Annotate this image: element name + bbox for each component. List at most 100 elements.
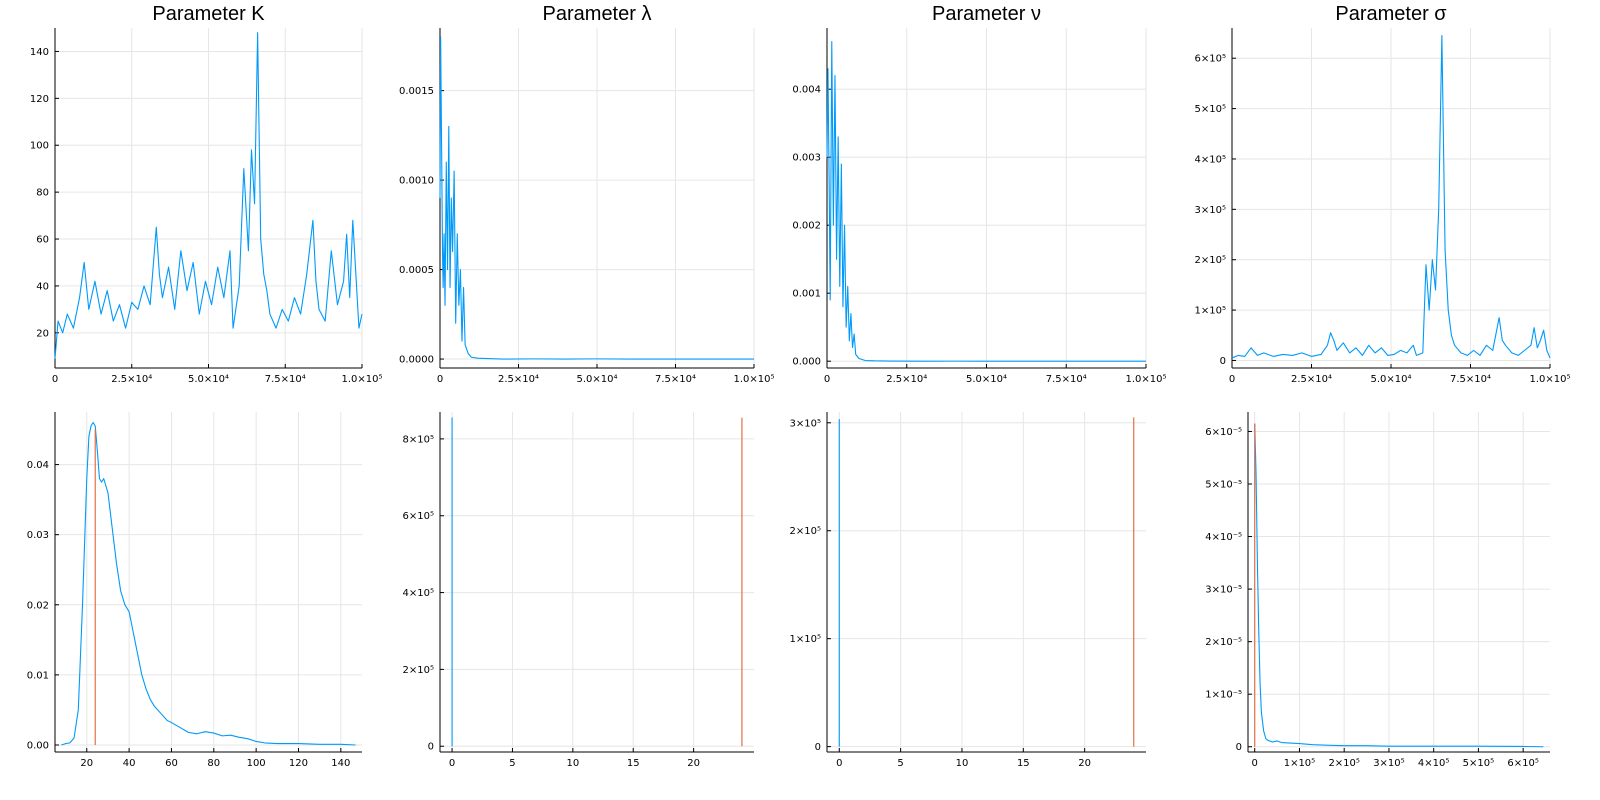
y-tick-label: 6×10⁵ — [403, 511, 434, 522]
y-tick-label: 0 — [1220, 356, 1226, 367]
x-tick-label: 5.0×10⁴ — [1370, 374, 1411, 385]
y-tick-label: 0.04 — [27, 460, 49, 471]
series-line — [54, 32, 363, 359]
y-tick-label: 0.0015 — [399, 86, 434, 97]
y-tick-label: 100 — [30, 141, 49, 152]
y-tick-label: 0.004 — [792, 85, 821, 96]
y-tick-label: 3×10⁻⁵ — [1205, 585, 1242, 596]
y-tick-label: 0 — [1236, 742, 1242, 753]
x-tick-label: 4×10⁵ — [1418, 758, 1449, 769]
x-tick-label: 1.0×10⁵ — [341, 374, 382, 385]
y-tick-label: 0.0000 — [399, 355, 434, 366]
x-tick-label: 2.5×10⁴ — [498, 374, 539, 385]
series-line — [61, 421, 356, 746]
x-tick-label: 60 — [165, 758, 178, 769]
x-tick-label: 0 — [1229, 374, 1235, 385]
x-tick-label: 20 — [687, 758, 700, 769]
y-tick-label: 2×10⁻⁵ — [1205, 637, 1242, 648]
x-tick-label: 5.0×10⁴ — [576, 374, 617, 385]
x-tick-label: 5.0×10⁴ — [188, 374, 229, 385]
y-tick-label: 0.000 — [792, 357, 821, 368]
y-tick-label: 6×10⁵ — [1195, 54, 1226, 65]
x-tick-label: 10 — [566, 758, 579, 769]
x-tick-label: 5.0×10⁴ — [966, 374, 1007, 385]
panel-nu-density: 0 5 10 15 20 0 1×10⁵ 2×10⁵ 3×10⁵ — [790, 412, 1146, 769]
y-tick-label: 4×10⁵ — [1195, 154, 1226, 165]
x-tick-label: 15 — [1017, 758, 1030, 769]
y-tick-label: 20 — [36, 328, 49, 339]
y-tick-label: 2×10⁵ — [403, 665, 434, 676]
y-tick-label: 40 — [36, 281, 49, 292]
x-tick-label: 0 — [836, 758, 842, 769]
y-tick-label: 1×10⁵ — [790, 634, 821, 645]
panel-lambda-trace: 0 2.5×10⁴ 5.0×10⁴ 7.5×10⁴ 1.0×10⁵ 0.0000 0.000… — [399, 3, 775, 385]
x-tick-label: 7.5×10⁴ — [1450, 374, 1491, 385]
panel-title: Parameter σ — [1335, 3, 1447, 25]
panel-title: Parameter ν — [932, 3, 1041, 25]
y-tick-label: 0.01 — [27, 670, 49, 681]
y-tick-label: 140 — [30, 47, 49, 58]
panel-k-density: 20 40 60 80 100 120 140 0.00 0.01 0.02 0.03 0.04 — [27, 412, 362, 769]
y-tick-label: 0.001 — [792, 289, 821, 300]
x-tick-label: 80 — [207, 758, 220, 769]
x-tick-label: 6×10⁵ — [1507, 758, 1538, 769]
x-tick-label: 3×10⁵ — [1373, 758, 1404, 769]
y-tick-label: 0 — [428, 742, 434, 753]
series-line — [439, 36, 754, 360]
panel-k-trace: 0 2.5×10⁴ 5.0×10⁴ 7.5×10⁴ 1.0×10⁵ 20 40 60 80 100… — [30, 3, 383, 385]
y-tick-label: 120 — [30, 94, 49, 105]
y-tick-label: 0.0010 — [399, 176, 434, 187]
y-tick-label: 0.003 — [792, 153, 821, 164]
y-tick-label: 5×10⁻⁵ — [1205, 479, 1242, 490]
y-tick-label: 0.02 — [27, 600, 49, 611]
y-tick-label: 2×10⁵ — [1195, 255, 1226, 266]
panel-title: Parameter λ — [543, 3, 652, 25]
x-tick-label: 7.5×10⁴ — [655, 374, 696, 385]
x-tick-label: 0 — [449, 758, 455, 769]
panel-lambda-density: 0 5 10 15 20 0 2×10⁵ 4×10⁵ 6×10⁵ 8×10⁵ — [403, 412, 754, 769]
y-tick-label: 3×10⁵ — [790, 418, 821, 429]
y-tick-label: 0.00 — [27, 740, 49, 751]
panel-title: Parameter K — [152, 3, 265, 25]
x-tick-label: 100 — [247, 758, 266, 769]
x-tick-label: 1.0×10⁵ — [1529, 374, 1570, 385]
panel-sigma-trace: 0 2.5×10⁴ 5.0×10⁴ 7.5×10⁴ 1.0×10⁵ 0 1×10⁵ 2×10⁵… — [1195, 3, 1571, 385]
panel-sigma-density: 0 1×10⁵ 2×10⁵ 3×10⁵ 4×10⁵ 5×10⁵ 6×10⁵ 0 1×10⁻⁵ 2×… — [1205, 412, 1550, 769]
x-tick-label: 1.0×10⁵ — [733, 374, 774, 385]
x-tick-label: 1×10⁵ — [1284, 758, 1315, 769]
x-tick-label: 20 — [1078, 758, 1091, 769]
x-tick-label: 40 — [123, 758, 136, 769]
y-tick-label: 60 — [36, 235, 49, 246]
x-tick-label: 140 — [331, 758, 350, 769]
y-tick-label: 4×10⁵ — [403, 588, 434, 599]
x-tick-label: 10 — [956, 758, 969, 769]
x-tick-label: 0 — [824, 374, 830, 385]
y-tick-label: 80 — [36, 188, 49, 199]
x-tick-label: 7.5×10⁴ — [1046, 374, 1087, 385]
y-tick-label: 1×10⁻⁵ — [1205, 690, 1242, 701]
x-tick-label: 15 — [627, 758, 640, 769]
x-tick-label: 1.0×10⁵ — [1125, 374, 1166, 385]
x-tick-label: 5 — [897, 758, 903, 769]
x-tick-label: 2.5×10⁴ — [886, 374, 927, 385]
series-line — [1254, 423, 1544, 748]
y-tick-label: 0.002 — [792, 221, 821, 232]
y-tick-label: 0.0005 — [399, 265, 434, 276]
x-tick-label: 20 — [80, 758, 93, 769]
y-tick-label: 4×10⁻⁵ — [1205, 532, 1242, 543]
x-tick-label: 5 — [509, 758, 515, 769]
y-tick-label: 5×10⁵ — [1195, 104, 1226, 115]
series-line — [826, 41, 1146, 362]
x-tick-label: 7.5×10⁴ — [265, 374, 306, 385]
y-tick-label: 0.03 — [27, 530, 49, 541]
series-line — [1231, 35, 1551, 359]
x-tick-label: 2.5×10⁴ — [1291, 374, 1332, 385]
y-tick-label: 6×10⁻⁵ — [1205, 427, 1242, 438]
x-tick-label: 0 — [52, 374, 58, 385]
panel-nu-trace: 0 2.5×10⁴ 5.0×10⁴ 7.5×10⁴ 1.0×10⁵ 0.000 0.001 0… — [792, 3, 1166, 385]
x-tick-label: 0 — [1252, 758, 1258, 769]
y-tick-label: 3×10⁵ — [1195, 205, 1226, 216]
y-tick-label: 8×10⁵ — [403, 434, 434, 445]
y-tick-label: 1×10⁵ — [1195, 306, 1226, 317]
